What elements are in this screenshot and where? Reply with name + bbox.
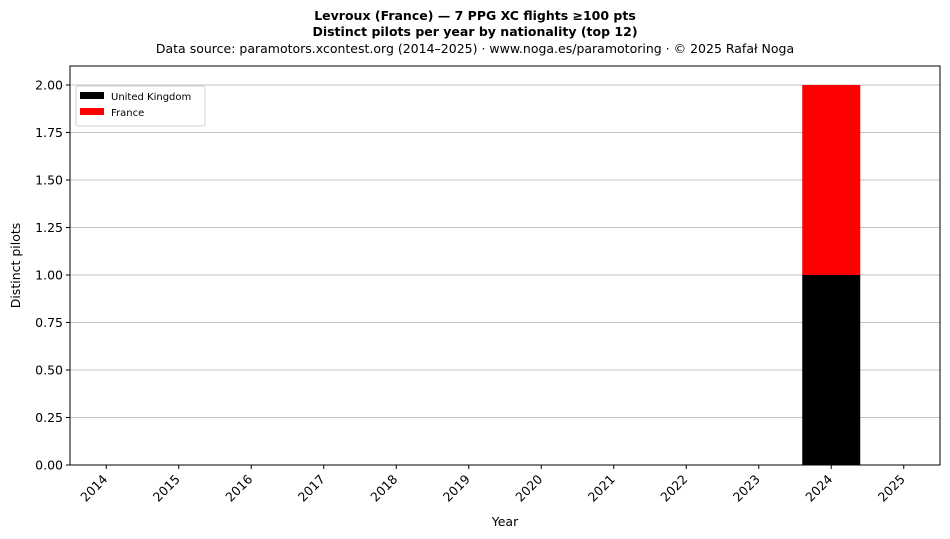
x-tick-label: 2016: [222, 471, 255, 504]
legend-label: United Kingdom: [111, 92, 191, 103]
y-tick-label: 2.00: [35, 78, 63, 93]
bar-united-kingdom-2024: [802, 275, 861, 465]
chart-source: Data source: paramotors.xcontest.org (20…: [155, 41, 795, 56]
x-tick-label: 2025: [875, 472, 908, 505]
title-block: Levroux (France) — 7 PPG XC flights ≥100…: [0, 8, 950, 58]
legend: United Kingdom France: [75, 85, 206, 127]
y-tick-label: 1.75: [35, 125, 63, 140]
legend-box: [75, 85, 206, 127]
chart-subtitle: Distinct pilots per year by nationality …: [312, 24, 638, 39]
y-tick-label: 0.50: [35, 363, 63, 378]
plot-frame: [69, 65, 941, 466]
bar-france-2024: [802, 85, 861, 275]
x-tick-label: 2023: [730, 472, 763, 505]
y-tick-label: 0.25: [35, 410, 63, 425]
x-tick-label: 2021: [585, 472, 618, 505]
x-tick-label: 2014: [77, 471, 110, 504]
x-tick-label: 2020: [512, 471, 545, 504]
legend-swatch: [80, 92, 104, 99]
x-tick-label: 2022: [657, 472, 690, 505]
y-tick-label: 1.50: [35, 173, 63, 188]
y-tick-label: 1.25: [35, 220, 63, 235]
legend-label: France: [111, 108, 144, 119]
y-tick-label: 0.75: [35, 315, 63, 330]
y-tick-label: 0.00: [35, 458, 63, 473]
x-tick-label: 2018: [367, 471, 400, 504]
bars: [802, 85, 861, 465]
x-axis-label: Year: [491, 514, 519, 529]
y-tick-label: 1.00: [35, 268, 63, 283]
chart-title: Levroux (France) — 7 PPG XC flights ≥100…: [314, 8, 636, 23]
x-tick-label: 2024: [802, 471, 835, 504]
axis-ticks: 0.00 0.25 0.50 0.75 1.00 1.25 1.50 1.75 2.00 2014…: [35, 78, 908, 505]
x-tick-label: 2019: [440, 471, 473, 504]
legend-swatch: [80, 108, 104, 115]
x-tick-label: 2017: [295, 472, 328, 505]
x-tick-label: 2015: [150, 472, 183, 505]
y-axis-label: Distinct pilots: [8, 223, 23, 309]
